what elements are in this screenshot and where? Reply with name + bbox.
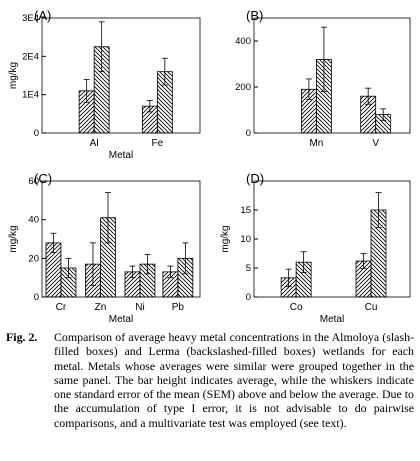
y-axis-label: mg/kg	[8, 62, 19, 89]
y-tick-label: 40	[28, 215, 39, 226]
x-tick-label: Pb	[172, 302, 185, 313]
panel-label: (D)	[246, 171, 264, 186]
y-tick-label: 200	[235, 82, 251, 93]
x-tick-label: Fe	[152, 138, 164, 149]
y-tick-label: 0	[246, 292, 251, 303]
y-tick-label: 3E4	[22, 13, 39, 24]
x-tick-label: Mn	[309, 138, 323, 149]
x-tick-label: Zn	[95, 302, 107, 313]
x-tick-label: Co	[290, 302, 303, 313]
x-tick-label: Ni	[135, 302, 144, 313]
panel-label: (B)	[246, 8, 263, 23]
plot-frame	[41, 180, 201, 298]
plot-frame	[253, 17, 411, 134]
y-axis-label: mg/kg	[8, 225, 19, 252]
caption-label: Fig. 2.	[6, 330, 38, 344]
y-tick-label: 10	[240, 234, 251, 245]
y-axis-label: mg/kg	[220, 225, 231, 252]
y-tick-label: 5	[246, 263, 251, 274]
y-tick-label: 60	[28, 176, 39, 187]
y-tick-label: 0	[246, 128, 251, 139]
plot-frame	[253, 180, 411, 298]
plot-frame	[41, 17, 201, 134]
y-tick-label: 400	[235, 36, 251, 47]
y-tick-label: 20	[28, 253, 39, 264]
x-axis-label: Metal	[109, 314, 133, 325]
x-axis-label: Metal	[109, 150, 133, 161]
x-tick-label: V	[372, 138, 379, 149]
caption-text: Comparison of average heavy metal concen…	[54, 330, 414, 430]
panel-label: (C)	[34, 171, 52, 186]
y-tick-label: 2E4	[22, 51, 39, 62]
x-tick-label: Al	[90, 138, 99, 149]
panel-label: (A)	[34, 8, 51, 23]
y-tick-label: 1E4	[22, 90, 39, 101]
y-tick-label: 15	[240, 205, 251, 216]
y-tick-label: 0	[34, 292, 39, 303]
y-tick-label: 0	[34, 128, 39, 139]
figure-caption: Fig. 2. Comparison of average heavy meta…	[6, 330, 414, 430]
x-axis-label: Metal	[320, 314, 344, 325]
x-tick-label: Cu	[365, 302, 378, 313]
x-tick-label: Cr	[56, 302, 67, 313]
